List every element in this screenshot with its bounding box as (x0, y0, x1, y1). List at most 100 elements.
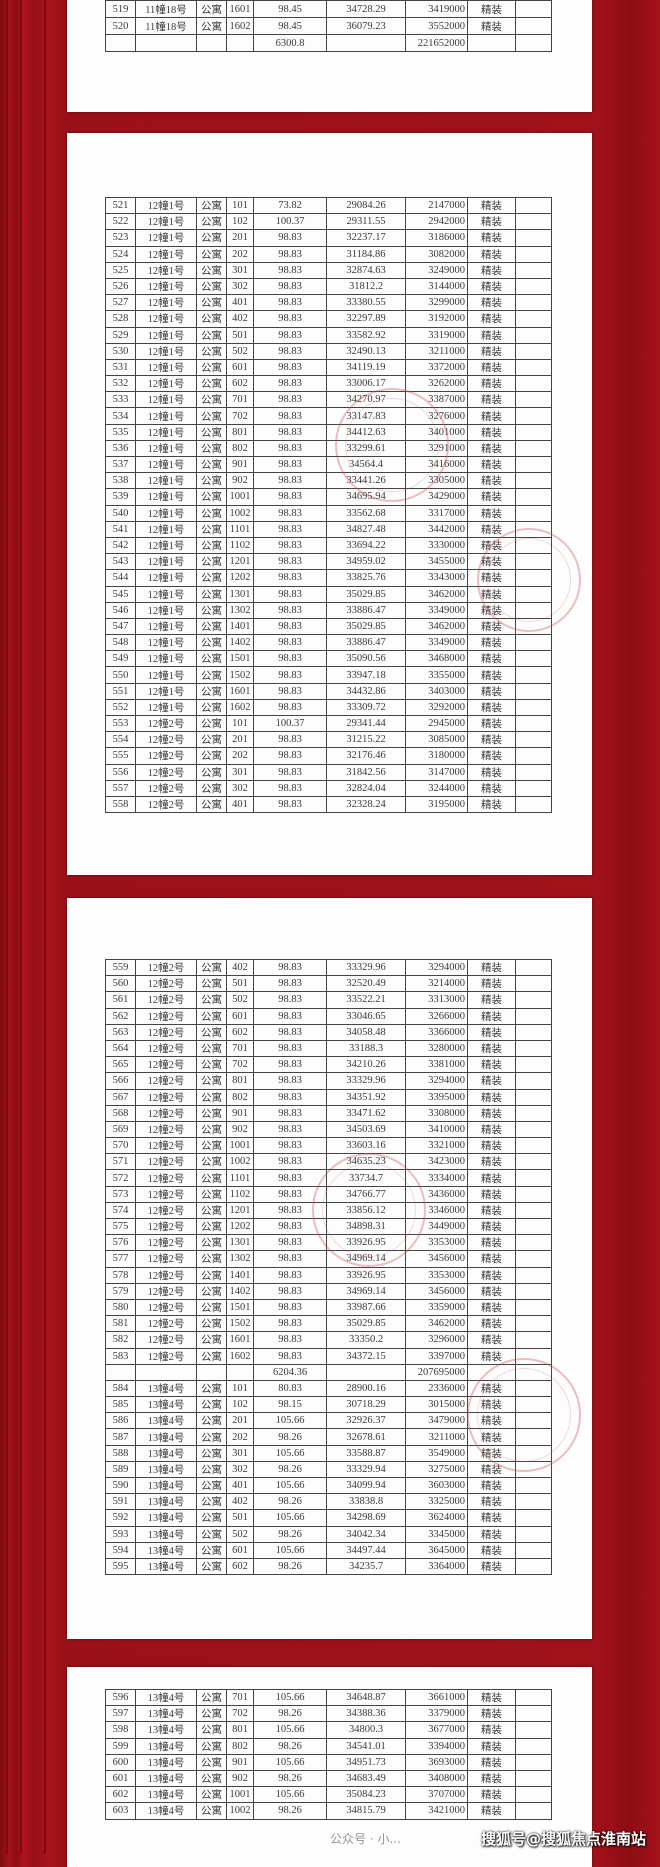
total-price-cell: 3442000 (405, 520, 468, 538)
table-row: 558 12幢2号 公寓 401 98.83 32328.24 3195000 精装 (105, 795, 552, 814)
unit-price-cell: 35084.23 (326, 1786, 406, 1804)
decoration-cell: 精装 (467, 213, 516, 231)
decoration-cell: 精装 (467, 520, 516, 538)
building-cell: 12幢2号 (135, 1039, 197, 1058)
remarks-cell (515, 617, 552, 636)
building-cell: 12幢2号 (135, 795, 197, 814)
area-cell: 98.83 (253, 1023, 327, 1041)
remarks-cell (515, 1460, 552, 1479)
unit-price-cell: 32520.49 (326, 975, 406, 993)
decoration-cell: 精装 (467, 1557, 516, 1576)
decoration-cell: 精装 (467, 779, 516, 797)
unit-type-cell: 公寓 (196, 1120, 227, 1139)
unit-type-cell: 公寓 (196, 1072, 227, 1090)
decoration-cell: 精装 (467, 569, 516, 587)
unit-price-cell: 33734.7 (326, 1169, 406, 1187)
unit-type-cell: 公寓 (196, 196, 227, 215)
unit-price-cell: 31215.22 (326, 731, 406, 749)
total-price-cell: 3266000 (405, 1007, 468, 1025)
remarks-cell (515, 423, 552, 441)
room-number-cell: 1001 (226, 1137, 254, 1155)
unit-price-cell: 33886.47 (326, 601, 406, 619)
table-row: 537 12幢1号 公寓 901 98.83 34564.4 3416000 精装 (105, 455, 552, 474)
row-number-cell: 546 (105, 601, 136, 619)
area-cell: 105.66 (253, 1753, 327, 1771)
unit-price-cell: 32237.17 (326, 229, 406, 247)
decoration-cell: 精装 (467, 375, 516, 393)
room-number-cell: 801 (226, 423, 254, 441)
unit-type-cell: 公寓 (196, 1525, 227, 1543)
area-cell: 98.83 (253, 1298, 327, 1317)
remarks-cell (515, 650, 552, 668)
decoration-cell: 精装 (467, 1201, 516, 1220)
building-cell: 12幢2号 (135, 1201, 197, 1220)
remarks-cell (515, 391, 552, 409)
unit-price-cell: 29341.44 (326, 714, 406, 733)
table-row: 541 12幢1号 公寓 1101 98.83 34827.48 3442000 精装 (105, 520, 552, 538)
unit-price-cell: 34235.7 (326, 1557, 406, 1576)
building-cell: 12幢1号 (135, 536, 197, 555)
area-cell: 98.83 (253, 1104, 327, 1122)
unit-price-cell: 34298.69 (326, 1509, 406, 1527)
unit-type-cell: 公寓 (196, 795, 227, 814)
total-price-cell: 3294000 (405, 1072, 468, 1090)
decoration-cell (467, 1363, 516, 1381)
unit-type-cell: 公寓 (196, 391, 227, 409)
unit-type-cell: 公寓 (196, 439, 227, 458)
room-number-cell: 1601 (226, 682, 254, 700)
table-row: 535 12幢1号 公寓 801 98.83 34412.63 3401000 精装 (105, 423, 552, 441)
decoration-cell: 精装 (467, 1476, 516, 1495)
room-number-cell: 1402 (226, 1282, 254, 1300)
unit-type-cell: 公寓 (196, 342, 227, 360)
table-row: 573 12幢2号 公寓 1102 98.83 34766.77 3436000 精装 (105, 1185, 552, 1203)
building-cell: 12幢1号 (135, 666, 197, 684)
room-number-cell: 601 (226, 1007, 254, 1025)
room-number-cell: 1002 (226, 504, 254, 522)
area-cell: 98.83 (253, 650, 327, 668)
unit-type-cell: 公寓 (196, 1721, 227, 1739)
unit-price-cell (326, 1363, 406, 1381)
total-price-cell: 3195000 (405, 795, 468, 814)
remarks-cell (515, 375, 552, 393)
remarks-cell (515, 407, 552, 425)
decoration-cell: 精装 (467, 1120, 516, 1139)
remarks-cell (515, 958, 552, 977)
decoration-cell: 精装 (467, 1769, 516, 1788)
total-price-cell: 3082000 (405, 245, 468, 263)
total-price-cell: 3403000 (405, 682, 468, 700)
unit-type-cell: 公寓 (196, 1737, 227, 1755)
total-price-cell: 3280000 (405, 1039, 468, 1058)
unit-type-cell (196, 34, 227, 52)
building-cell: 12幢1号 (135, 423, 197, 441)
row-number-cell: 568 (105, 1104, 136, 1122)
table-row: 539 12幢1号 公寓 1001 98.83 34695.94 3429000 精装 (105, 488, 552, 506)
unit-type-cell: 公寓 (196, 294, 227, 312)
total-price-cell: 3624000 (405, 1509, 468, 1527)
room-number-cell: 1502 (226, 666, 254, 684)
unit-price-cell: 35029.85 (326, 585, 406, 603)
remarks-cell (515, 504, 552, 522)
table-row: 561 12幢2号 公寓 502 98.83 33522.21 3313000 精装 (105, 991, 552, 1009)
unit-price-cell: 28900.16 (326, 1379, 406, 1398)
room-number-cell: 502 (226, 342, 254, 360)
decoration-cell: 精装 (467, 1412, 516, 1430)
unit-price-cell: 33046.65 (326, 1007, 406, 1025)
area-cell: 98.83 (253, 245, 327, 263)
row-number-cell: 603 (105, 1802, 136, 1820)
row-number-cell: 528 (105, 310, 136, 328)
total-price-cell: 3330000 (405, 536, 468, 555)
remarks-cell (515, 731, 552, 749)
price-table: 519 11幢18号 公寓 1601 98.45 34728.29 3419000 精装 520… (105, 0, 552, 52)
unit-price-cell: 34815.79 (326, 1802, 406, 1820)
row-number-cell: 543 (105, 553, 136, 571)
remarks-cell (515, 342, 552, 360)
unit-price-cell: 35029.85 (326, 1315, 406, 1333)
area-cell: 80.83 (253, 1379, 327, 1398)
area-cell: 98.83 (253, 294, 327, 312)
unit-price-cell: 34898.31 (326, 1217, 406, 1236)
total-price-cell: 3334000 (405, 1169, 468, 1187)
area-cell: 98.83 (253, 488, 327, 506)
table-row: 533 12幢1号 公寓 701 98.83 34270.97 3387000 精装 (105, 391, 552, 409)
decoration-cell: 精装 (467, 1153, 516, 1171)
remarks-cell (515, 1056, 552, 1074)
